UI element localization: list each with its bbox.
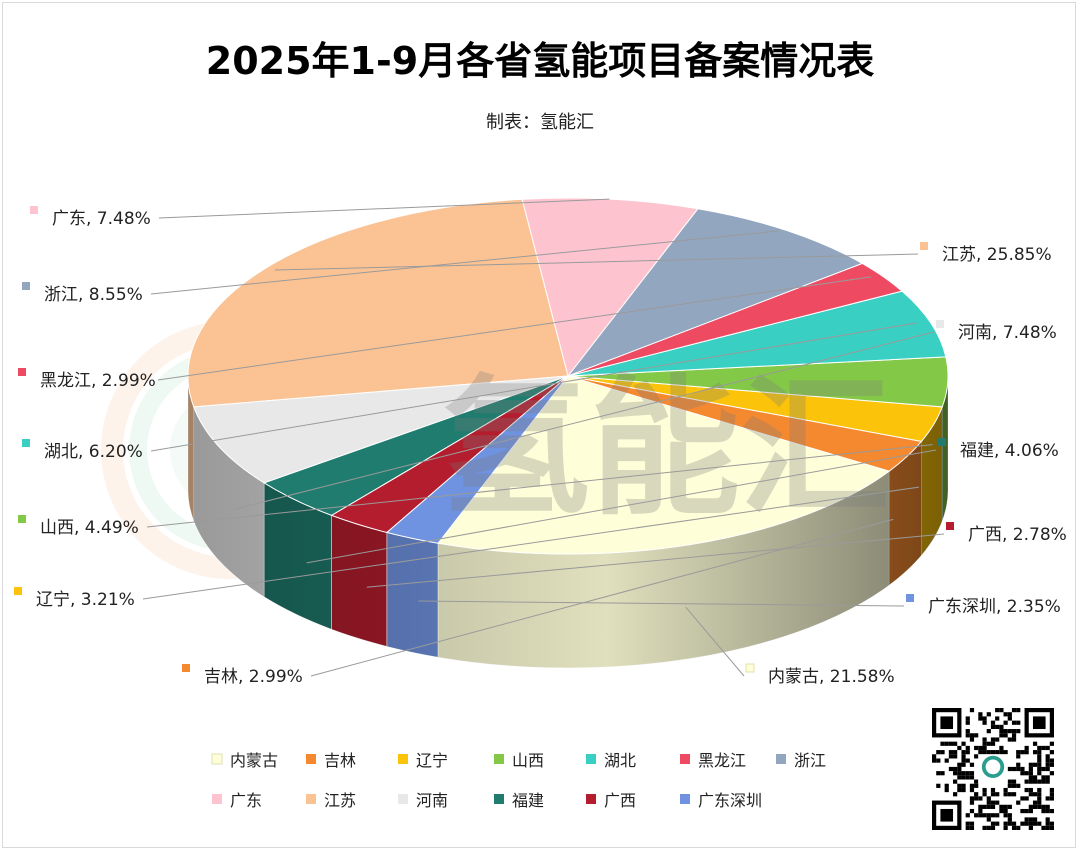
leader-line-黑龙江 [157,276,872,381]
pie-slice-湖北 [567,290,947,377]
leader-line-福建 [306,449,937,564]
legend-label-吉林: 吉林 [324,751,356,770]
data-label-内蒙古: 内蒙古, 21.58% [768,667,895,687]
legend-label-广东: 广东 [230,791,262,810]
legend-swatch-山西 [494,754,504,764]
legend-swatch-江苏 [306,794,316,804]
legend-label-福建: 福建 [512,791,544,810]
label-marker-黑龙江 [18,368,26,376]
pie-slice-广东深圳 [385,375,569,544]
legend-label-内蒙古: 内蒙古 [230,751,278,770]
legend-swatch-辽宁 [398,754,408,764]
leader-line-山西 [146,444,933,528]
pie-slice-河南 [193,375,569,484]
legend-swatch-黑龙江 [680,754,690,764]
leader-line-湖北 [150,322,917,452]
legend-swatch-内蒙古 [211,753,223,765]
label-marker-内蒙古 [745,663,755,673]
leader-line-浙江 [150,230,780,295]
legend-swatch-浙江 [776,754,786,764]
data-label-吉林: 吉林, 2.99% [204,667,303,687]
label-marker-湖北 [22,439,30,447]
leader-line-吉林 [310,518,894,677]
leader-line-广西 [366,533,945,588]
label-marker-广西 [946,522,954,530]
legend-label-黑龙江: 黑龙江 [698,751,746,770]
pie-side-shading [188,376,948,668]
legend-swatch-广东深圳 [680,794,690,804]
label-marker-山西 [18,515,26,523]
data-label-山西: 山西, 4.49% [40,518,139,538]
legend-swatch-吉林 [306,754,316,764]
label-marker-福建 [938,438,946,446]
label-marker-广东深圳 [906,594,914,602]
chart-subtitle: 制表：氢能汇 [486,112,594,133]
leader-line-河南 [233,331,935,511]
data-label-辽宁: 辽宁, 3.21% [36,590,135,610]
leader-line-广东深圳 [418,600,905,607]
pie-slice-江苏 [187,198,569,408]
legend-swatch-河南 [398,794,408,804]
data-label-河南: 河南, 7.48% [958,323,1057,343]
qr-code [932,708,1054,830]
label-marker-广东 [30,206,38,214]
pie-slice-内蒙古 [437,375,891,555]
pie-slice-浙江 [566,208,864,378]
pie-slice-广东 [521,197,699,378]
legend-swatch-福建 [494,794,504,804]
data-label-江苏: 江苏, 25.85% [942,245,1052,265]
data-label-广西: 广西, 2.78% [968,525,1067,545]
data-label-广东: 广东, 7.48% [52,209,151,229]
leader-line-辽宁 [142,486,920,600]
leader-line-内蒙古 [685,606,745,677]
label-marker-浙江 [22,282,30,290]
legend-swatch-湖北 [586,754,596,764]
chart-title: 2025年1-9月各省氢能项目备案情况表 [205,39,875,83]
leader-line-广东 [158,198,610,219]
legend-label-广西: 广西 [604,791,636,810]
legend-label-湖北: 湖北 [604,751,636,770]
data-label-黑龙江: 黑龙江, 2.99% [40,371,156,391]
legend-swatch-广西 [586,794,596,804]
legend-label-山西: 山西 [512,751,544,770]
label-marker-江苏 [920,242,928,250]
legend-label-广东深圳: 广东深圳 [698,791,762,810]
legend-swatch-广东 [212,794,222,804]
watermark-text: 氢能汇 [440,362,890,536]
data-label-浙江: 浙江, 8.55% [44,285,143,305]
label-marker-吉林 [182,664,190,672]
label-marker-辽宁 [14,587,22,595]
legend-label-河南: 河南 [416,791,448,810]
legend-label-浙江: 浙江 [794,751,826,770]
legend-label-江苏: 江苏 [324,791,356,810]
legend-label-辽宁: 辽宁 [416,751,448,770]
leader-line-江苏 [274,253,919,271]
data-label-福建: 福建, 4.06% [960,441,1059,461]
label-marker-河南 [936,320,944,328]
data-label-广东深圳: 广东深圳, 2.35% [928,597,1061,617]
data-label-湖北: 湖北, 6.20% [44,442,143,462]
